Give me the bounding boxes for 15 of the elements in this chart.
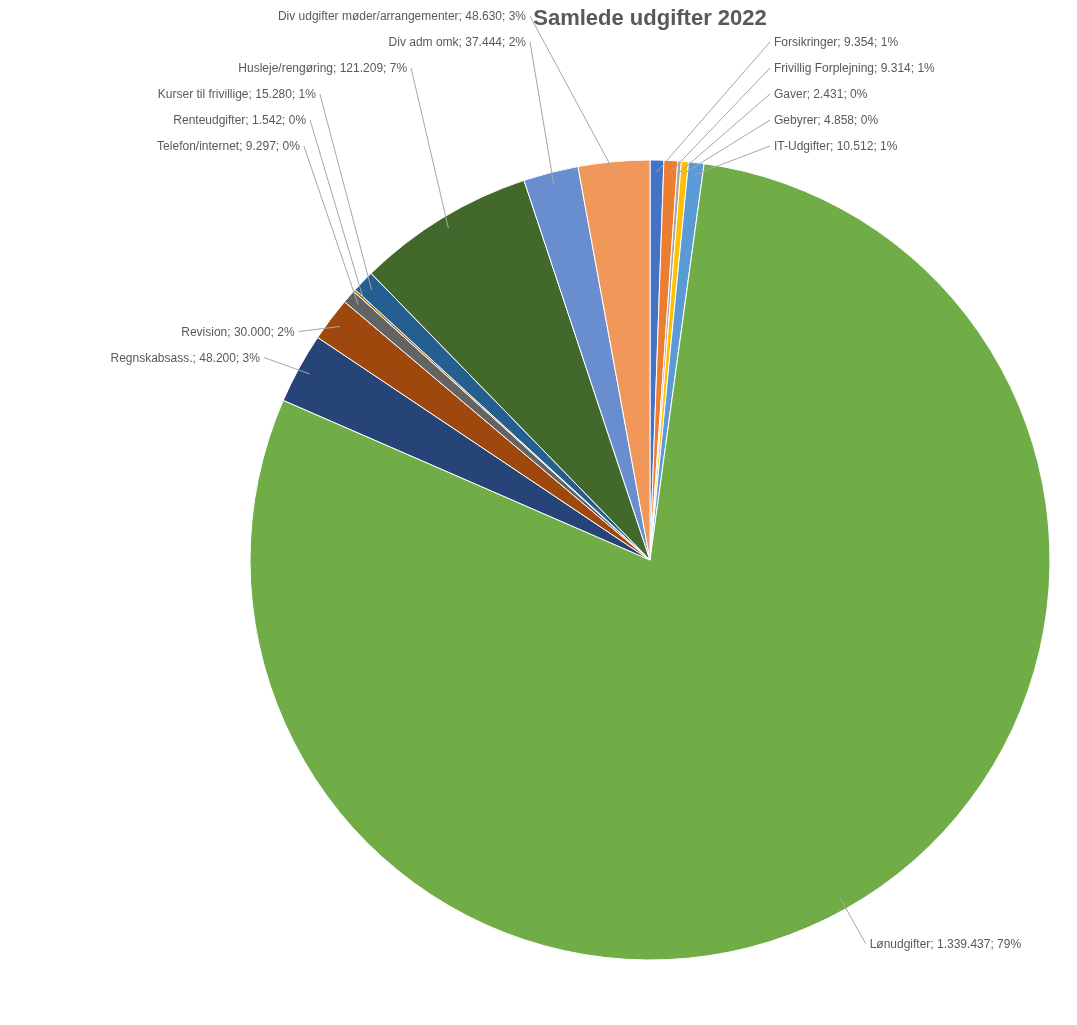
- slice-label: Husleje/rengøring; 121.209; 7%: [238, 61, 408, 75]
- slice-label: Renteudgifter; 1.542; 0%: [173, 113, 307, 127]
- slice-label: Telefon/internet; 9.297; 0%: [157, 139, 301, 153]
- slice-label: Gebyrer; 4.858; 0%: [774, 113, 879, 127]
- chart-title: Samlede udgifter 2022: [533, 5, 767, 30]
- slice-label: IT-Udgifter; 10.512; 1%: [774, 139, 898, 153]
- slice-label: Regnskabsass.; 48.200; 3%: [110, 350, 261, 365]
- slice-label: Revision; 30.000; 2%: [181, 324, 295, 339]
- slice-label: Div adm omk; 37.444; 2%: [388, 35, 527, 49]
- slice-label: Forsikringer; 9.354; 1%: [774, 35, 899, 49]
- slice-label: Div udgifter møder/arrangementer; 48.630; 3%: [277, 9, 527, 23]
- slice-label: Lønudgifter; 1.339.437; 79%: [869, 936, 1022, 951]
- slice-label: Frivillig Forplejning; 9.314; 1%: [774, 61, 936, 75]
- slice-label: Kurser til frivillige; 15.280; 1%: [157, 87, 317, 101]
- slice-label: Gaver; 2.431; 0%: [774, 87, 868, 101]
